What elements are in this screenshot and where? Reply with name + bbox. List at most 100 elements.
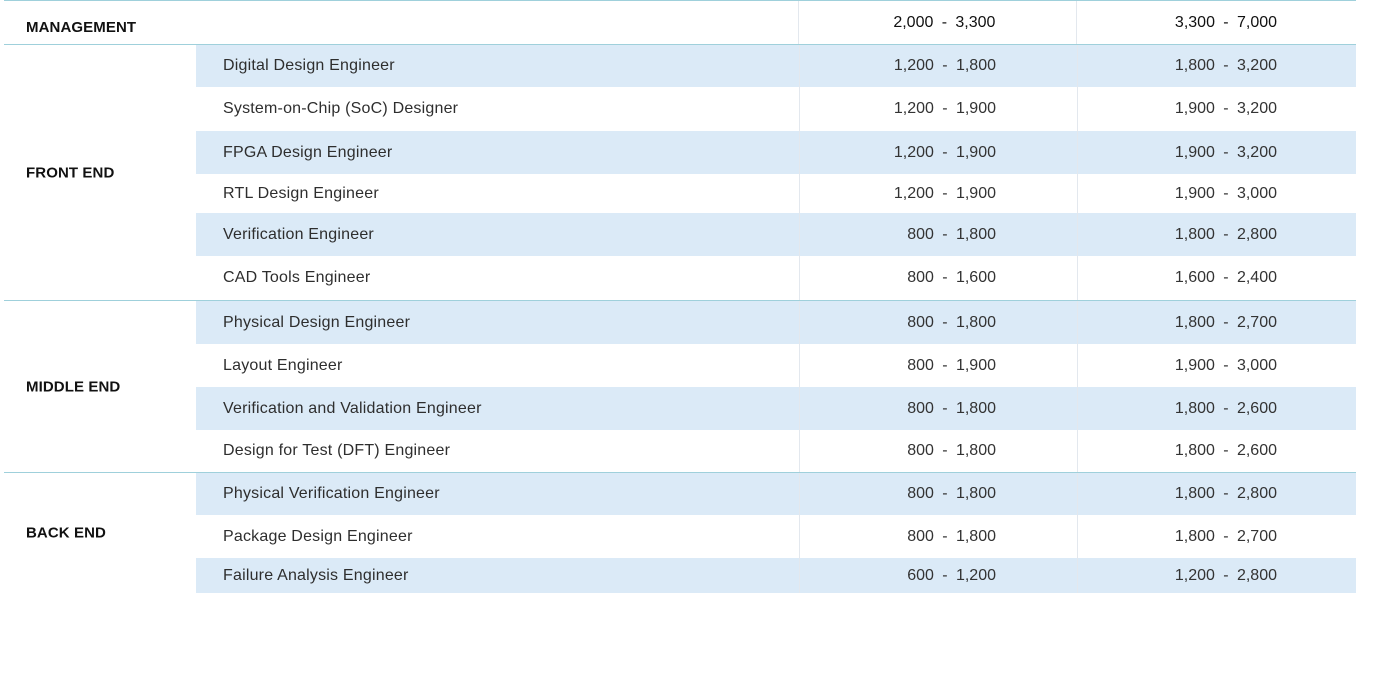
range-low: 1,200 <box>893 100 934 117</box>
role-title: CAD Tools Engineer <box>223 269 371 286</box>
range-separator: - <box>1223 269 1229 286</box>
range-separator: - <box>1223 356 1229 374</box>
range-low: 1,600 <box>1174 269 1215 286</box>
salary-range: 1,800-2,700 <box>1159 528 1277 546</box>
range-high: 1,900 <box>955 100 996 117</box>
range-low: 1,800 <box>1174 527 1215 545</box>
salary-range: 1,900-3,200 <box>1159 100 1277 118</box>
range-cell-col1: 800-1,800 <box>799 473 1077 515</box>
salary-range: 1,800-2,600 <box>1159 442 1277 460</box>
section-middle-end: MIDDLE END Physical Design Engineer 800-1,… <box>4 300 1356 472</box>
table-row: Physical Design Engineer 800-1,800 1,800-2… <box>196 301 1356 344</box>
range-low: 1,800 <box>1174 485 1215 502</box>
range-low: 600 <box>907 566 934 584</box>
range-cell-col2: 1,900-3,200 <box>1077 87 1356 131</box>
range-separator: - <box>1223 184 1229 202</box>
range-separator: - <box>1223 566 1229 584</box>
range-high: 3,000 <box>1236 356 1277 374</box>
range-low: 1,900 <box>1174 356 1215 374</box>
range-high: 2,600 <box>1236 442 1277 459</box>
section-front-end: FRONT END Digital Design Engineer 1,200-1,… <box>4 44 1356 300</box>
salary-range: 1,600-2,400 <box>1159 269 1277 287</box>
range-cell-col1: 800-1,600 <box>799 256 1077 300</box>
range-high: 1,800 <box>955 313 996 331</box>
range-separator: - <box>942 143 948 161</box>
range-high: 3,200 <box>1236 57 1277 74</box>
range-low: 1,800 <box>1174 57 1215 74</box>
range-low: 1,800 <box>1174 225 1215 243</box>
range-cell-col2: 1,800-2,600 <box>1077 430 1356 472</box>
salary-range: 800-1,800 <box>878 226 996 244</box>
range-separator: - <box>1223 399 1229 417</box>
table-row: Verification Engineer 800-1,800 1,800-2,80… <box>196 213 1356 256</box>
range-low: 1,200 <box>1174 566 1215 584</box>
range-low: 1,200 <box>893 57 934 74</box>
range-high: 1,200 <box>955 566 996 584</box>
range-high: 1,800 <box>955 485 996 502</box>
range-high: 1,800 <box>955 527 996 545</box>
range-cell-col1: 800-1,800 <box>799 430 1077 472</box>
salary-range: 800-1,600 <box>878 269 996 287</box>
range-separator: - <box>1223 527 1229 545</box>
range-separator: - <box>942 57 948 74</box>
range-cell-col2: 1,900-3,000 <box>1077 174 1356 213</box>
table-row: FPGA Design Engineer 1,200-1,900 1,900-3,2… <box>196 131 1356 174</box>
salary-range: 1,200-1,800 <box>878 57 996 75</box>
table-row: System-on-Chip (SoC) Designer 1,200-1,900… <box>196 87 1356 131</box>
range-high: 3,200 <box>1236 143 1277 161</box>
role-title: Design for Test (DFT) Engineer <box>223 442 451 459</box>
range-cell-col2: 1,900-3,200 <box>1077 131 1356 174</box>
range-cell-col2: 1,200-2,800 <box>1077 558 1356 593</box>
range-cell-col1: 600-1,200 <box>799 558 1077 593</box>
range-low: 800 <box>907 399 934 417</box>
role-title: Verification and Validation Engineer <box>223 399 482 417</box>
range-high: 1,600 <box>955 269 996 286</box>
range-cell-col1: 800-1,900 <box>799 344 1077 387</box>
range-cell-col2: 3,300 - 7,000 <box>1076 1 1356 44</box>
range-cell-col1: 1,200-1,900 <box>799 87 1077 131</box>
salary-range: 1,900-3,000 <box>1159 357 1277 375</box>
salary-range: 1,800-2,700 <box>1159 314 1277 332</box>
salary-range: 3,300 - 7,000 <box>1174 13 1278 31</box>
range-separator: - <box>1223 442 1229 459</box>
range-high: 1,900 <box>955 356 996 374</box>
salary-table: MANAGEMENT 2,000 - 3,300 3,300 - 7,000 F… <box>4 0 1356 593</box>
table-row: CAD Tools Engineer 800-1,600 1,600-2,400 <box>196 256 1356 300</box>
salary-range: 800-1,800 <box>878 314 996 332</box>
range-low: 1,200 <box>893 143 934 161</box>
range-high: 1,900 <box>955 143 996 161</box>
range-separator: - <box>1223 225 1229 243</box>
salary-range: 1,800-2,800 <box>1159 485 1277 503</box>
range-low: 1,800 <box>1174 442 1215 459</box>
salary-range: 600-1,200 <box>878 567 996 585</box>
range-high: 2,800 <box>1236 485 1277 502</box>
table-row: Design for Test (DFT) Engineer 800-1,800 1… <box>196 430 1356 472</box>
salary-range: 1,900-3,000 <box>1159 185 1277 203</box>
range-low: 800 <box>907 313 934 331</box>
range-low: 800 <box>907 269 934 286</box>
range-high: 3,200 <box>1236 100 1277 117</box>
range-separator: - <box>1223 485 1229 502</box>
range-separator: - <box>942 184 948 202</box>
role-title: Package Design Engineer <box>223 527 413 545</box>
range-cell-col2: 1,600-2,400 <box>1077 256 1356 300</box>
role-title: Digital Design Engineer <box>223 57 395 74</box>
range-cell-col1: 1,200-1,800 <box>799 45 1077 87</box>
role-title: RTL Design Engineer <box>223 184 379 202</box>
role-title: Verification Engineer <box>223 225 374 243</box>
range-separator: - <box>1223 57 1229 74</box>
range-high: 2,800 <box>1236 225 1277 243</box>
salary-range: 1,800-2,600 <box>1159 400 1277 418</box>
role-title: FPGA Design Engineer <box>223 143 393 161</box>
range-high: 1,800 <box>955 399 996 417</box>
role-title: Physical Verification Engineer <box>223 485 440 502</box>
range-high: 2,400 <box>1236 269 1277 286</box>
range-low: 1,900 <box>1174 143 1215 161</box>
salary-range: 2,000 - 3,300 <box>893 13 996 31</box>
range-cell-col1: 1,200-1,900 <box>799 174 1077 213</box>
salary-range: 1,900-3,200 <box>1159 144 1277 162</box>
role-title: Failure Analysis Engineer <box>223 566 409 584</box>
table-row: Physical Verification Engineer 800-1,800 1… <box>196 473 1356 515</box>
salary-range: 1,200-2,800 <box>1159 567 1277 585</box>
range-cell-col2: 1,800-3,200 <box>1077 45 1356 87</box>
